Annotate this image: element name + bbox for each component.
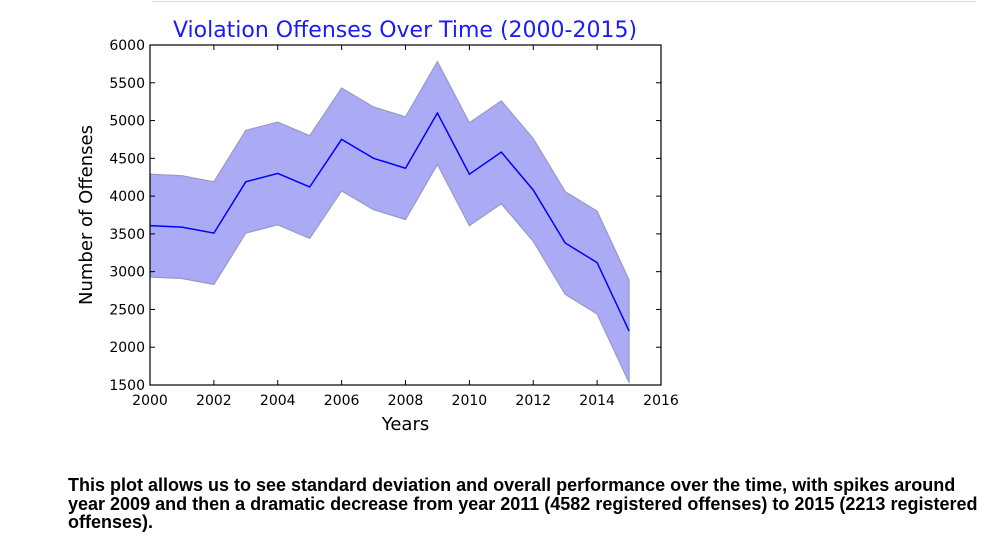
y-tick-label-3000: 3000: [109, 265, 145, 281]
x-tick-label-2008: 2008: [388, 393, 424, 409]
y-tick-label-4500: 4500: [109, 151, 145, 167]
top-divider: [152, 1, 976, 2]
y-tick-label-6000: 6000: [109, 38, 145, 54]
y-axis-label: Number of Offenses: [76, 125, 97, 305]
x-tick-label-2012: 2012: [515, 393, 551, 409]
x-tick-label-2002: 2002: [196, 393, 232, 409]
y-tick-label-2500: 2500: [109, 302, 145, 318]
y-tick-label-1500: 1500: [109, 378, 145, 394]
mean-offenses-line: [149, 111, 630, 332]
chart-caption: This plot allows us to see standard devi…: [68, 475, 978, 532]
x-tick-label-2010: 2010: [452, 393, 488, 409]
offenses-line-chart: Violation Offenses Over Time (2000-2015)…: [76, 18, 679, 435]
y-tick-label-5500: 5500: [109, 76, 145, 92]
y-tick-label-5000: 5000: [109, 114, 145, 130]
x-tick-label-2006: 2006: [324, 393, 360, 409]
x-tick-label-2000: 2000: [132, 393, 168, 409]
x-tick-label-2004: 2004: [260, 393, 296, 409]
y-tick-label-4000: 4000: [109, 189, 145, 205]
x-axis-label: Years: [381, 414, 430, 435]
y-tick-label-2000: 2000: [109, 340, 145, 356]
x-tick-label-2016: 2016: [643, 393, 679, 409]
chart-title: Violation Offenses Over Time (2000-2015): [173, 18, 637, 43]
std-deviation-band: [149, 60, 630, 383]
y-tick-label-3500: 3500: [109, 227, 145, 243]
x-tick-label-2014: 2014: [579, 393, 615, 409]
